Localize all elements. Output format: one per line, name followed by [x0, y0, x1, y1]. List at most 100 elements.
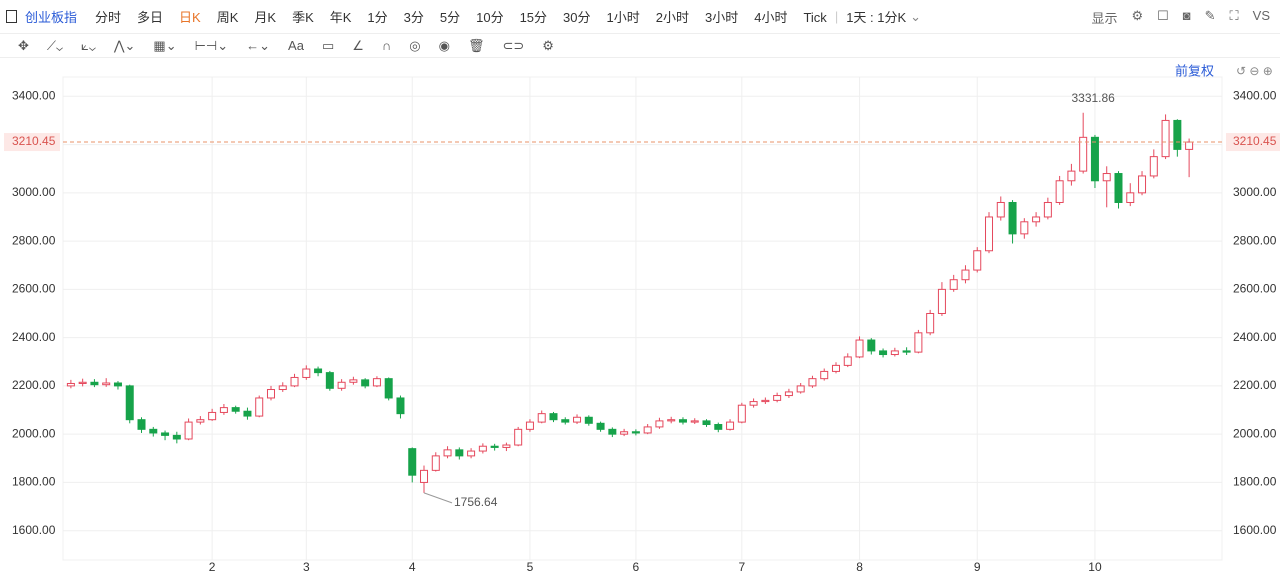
low-annotation: 1756.64 [454, 495, 498, 509]
checkbox[interactable]: ☐ [1157, 8, 1169, 23]
fib-tool[interactable]: ▦⌄ [153, 37, 177, 53]
fullscreen-icon[interactable]: ⛶ [1229, 8, 1239, 23]
candle-body [1114, 173, 1123, 203]
period[interactable]: 3分 [403, 10, 424, 25]
period[interactable]: Tick [803, 10, 827, 25]
delete-tool[interactable]: 🗑 [467, 37, 485, 53]
candle-body [102, 382, 111, 386]
period[interactable]: 日K [179, 10, 201, 25]
candle-body [278, 385, 287, 391]
period[interactable]: 10分 [476, 10, 504, 25]
candle-body [302, 368, 311, 378]
candle-body [478, 445, 487, 452]
candle-body [1090, 136, 1099, 182]
x-tick-label: 3 [303, 560, 310, 574]
range-caret: ⌄ [910, 8, 922, 24]
period[interactable]: 3小时 [704, 10, 739, 25]
panel-icon[interactable] [6, 10, 17, 23]
angle-tool[interactable]: ∠ [352, 37, 364, 53]
period[interactable]: 周K [216, 10, 239, 25]
symbol[interactable]: 创业板指 [25, 10, 78, 25]
y-tick-label: 2000.00 [12, 426, 56, 440]
candle-body [1185, 141, 1194, 150]
candle-body [514, 428, 523, 446]
candle-body [219, 407, 228, 413]
camera-icon[interactable]: ◙ [1182, 8, 1191, 23]
note-tool[interactable]: ▭ [321, 37, 335, 53]
text-tool[interactable]: Aa [288, 38, 304, 53]
ray-tool[interactable]: ⟀⌄ [81, 37, 96, 53]
period[interactable]: 分时 [95, 10, 122, 25]
x-tick-label: 10 [1088, 560, 1102, 574]
candle-body [231, 407, 240, 412]
period[interactable]: 月K [254, 10, 277, 25]
link-tool[interactable]: ⊂⊃ [502, 37, 525, 53]
candle-body [620, 431, 629, 435]
candle-body [196, 419, 205, 423]
period[interactable]: 30分 [563, 10, 591, 25]
x-tick-label: 9 [974, 560, 981, 574]
period[interactable]: 5分 [439, 10, 461, 25]
candle-body [1043, 201, 1052, 218]
settings-tool[interactable]: ⚙ [542, 37, 554, 53]
display[interactable]: 显示 [1091, 11, 1118, 26]
visible-tool[interactable]: ◉ [438, 37, 450, 53]
period[interactable]: 15分 [519, 10, 548, 25]
candle-body [678, 419, 687, 423]
period[interactable]: 年K [329, 10, 352, 25]
candle-body [1102, 173, 1111, 182]
arrow-tool[interactable]: ←⌄ [246, 37, 271, 53]
period[interactable]: 多日 [137, 10, 164, 25]
eye-tool[interactable]: ◎ [409, 37, 421, 53]
compare[interactable]: VS [1252, 8, 1270, 23]
adjust-mode[interactable]: 前复权 [1175, 63, 1214, 78]
candle-body [161, 432, 170, 436]
wave-tool[interactable]: ⋀⌄ [113, 37, 136, 53]
range[interactable]: 1天 : 1分K [846, 10, 907, 25]
candle-body [1149, 156, 1158, 177]
candle-body [643, 426, 652, 434]
candle-body [1008, 201, 1017, 235]
period[interactable]: 4小时 [754, 10, 788, 25]
y-tick-label: 2400.00 [12, 330, 56, 344]
x-tick-label: 7 [738, 560, 745, 574]
period[interactable]: 1分 [367, 10, 388, 25]
candle-body [949, 279, 958, 290]
y-tick-label-right: 2800.00 [1233, 233, 1277, 247]
candle-body [655, 420, 664, 428]
candle-body [985, 216, 994, 252]
y-tick-label: 3000.00 [12, 185, 56, 199]
periods: 分时 多日 日K 周K 月K 季K 年K 1分 3分 5分 10分 15分 30分 1小时 2小时 3小时 4小… [87, 7, 835, 26]
reset-icon[interactable]: ↺ ⊖ ⊕ [1236, 64, 1273, 78]
y-tick-label-right: 2200.00 [1233, 378, 1277, 392]
candle-body [902, 350, 911, 353]
low-leader [423, 492, 453, 504]
move-tool[interactable]: ✥ [18, 37, 29, 53]
candle-body [384, 378, 393, 399]
period[interactable]: 季K [292, 10, 314, 25]
y-tick-label-right: 2000.00 [1233, 426, 1277, 440]
candle-body [879, 350, 888, 356]
pen-icon[interactable]: ✎ [1204, 8, 1216, 23]
period[interactable]: 1小时 [606, 10, 640, 25]
candle-body [1126, 192, 1135, 203]
candle-body [702, 420, 711, 426]
candle-body [408, 448, 417, 476]
candle-body [596, 422, 605, 430]
y-tick-label-right: 1800.00 [1233, 475, 1277, 489]
candle-body [420, 469, 429, 483]
candle-body [690, 420, 699, 423]
range-tool[interactable]: ⊢⊣⌄ [194, 37, 229, 53]
candle-body [137, 419, 146, 430]
toolbar: 创业板指 分时 多日 日K 周K 月K 季K 年K 1分 3分 5分 10分 15分 30分 1小时 2小时… [0, 0, 1280, 34]
settings-icon[interactable]: ⚙ [1131, 8, 1144, 23]
candle-body [1032, 216, 1041, 223]
line-tool[interactable]: ⟋⌄ [46, 37, 64, 53]
period[interactable]: 2小时 [655, 10, 689, 25]
candle-body [1067, 170, 1076, 182]
candle-body [443, 449, 452, 457]
magnet-tool[interactable]: ∩ [381, 38, 392, 53]
candle-body [867, 339, 876, 352]
candle-body [1173, 119, 1182, 150]
candle-body [714, 424, 723, 430]
